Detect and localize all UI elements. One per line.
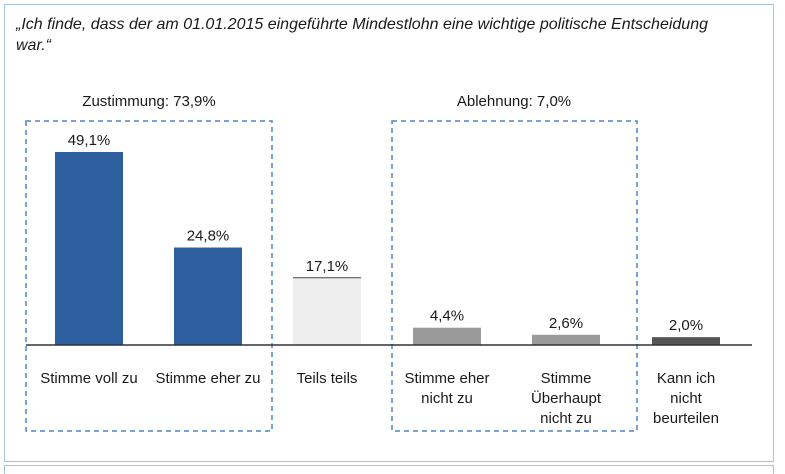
bar-4 xyxy=(532,334,600,345)
survey-question: „Ich finde, dass der am 01.01.2015 einge… xyxy=(16,16,708,54)
bar-2 xyxy=(293,277,361,345)
category-label-4-line-2: nicht zu xyxy=(540,410,592,427)
bar-0 xyxy=(55,152,123,345)
bar-1 xyxy=(174,247,242,345)
group-label-0: Zustimmung: 73,9% xyxy=(82,93,215,110)
value-label-1: 24,8% xyxy=(187,228,230,245)
category-label-5-line-1: nicht xyxy=(670,390,703,407)
value-label-0: 49,1% xyxy=(68,132,111,149)
category-label-3-line-0: Stimme eher xyxy=(404,370,489,387)
category-label-3-line-1: nicht zu xyxy=(421,390,473,407)
category-label-4-line-1: Überhaupt xyxy=(531,389,602,407)
group-box-0 xyxy=(25,120,273,432)
group-label-1: Ablehnung: 7,0% xyxy=(457,93,571,110)
category-label-2-line-0: Teils teils xyxy=(297,370,358,387)
category-label-5-line-2: beurteilen xyxy=(653,410,719,427)
bar-3 xyxy=(413,327,481,345)
chart-frame xyxy=(4,4,774,462)
footer-frame xyxy=(4,465,774,474)
value-label-3: 4,4% xyxy=(430,308,464,325)
value-label-2: 17,1% xyxy=(306,258,349,275)
category-label-4-line-0: Stimme xyxy=(541,370,592,387)
category-label-0-line-0: Stimme voll zu xyxy=(40,370,138,387)
bar-5 xyxy=(652,337,720,345)
group-box-1 xyxy=(391,120,638,432)
value-label-4: 2,6% xyxy=(549,315,583,332)
category-label-5-line-0: Kann ich xyxy=(657,370,715,387)
category-label-1-line-0: Stimme eher zu xyxy=(155,370,260,387)
value-label-5: 2,0% xyxy=(669,317,703,334)
